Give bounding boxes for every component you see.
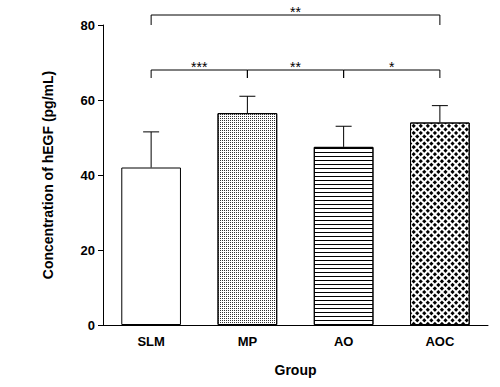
svg-text:**: ** [290, 4, 301, 20]
svg-text:60: 60 [81, 93, 95, 108]
svg-text:AO: AO [334, 334, 354, 349]
svg-text:Group: Group [275, 362, 317, 378]
svg-text:0: 0 [88, 318, 95, 333]
svg-text:SLM: SLM [137, 334, 164, 349]
svg-text:Concentration of hEGF (pg/mL): Concentration of hEGF (pg/mL) [40, 71, 56, 279]
svg-text:*: * [389, 59, 395, 75]
svg-text:**: ** [290, 59, 301, 75]
svg-text:80: 80 [81, 18, 95, 33]
svg-text:MP: MP [238, 334, 258, 349]
svg-text:20: 20 [81, 243, 95, 258]
svg-text:AOC: AOC [425, 334, 455, 349]
svg-text:***: *** [191, 59, 208, 75]
svg-text:40: 40 [81, 168, 95, 183]
